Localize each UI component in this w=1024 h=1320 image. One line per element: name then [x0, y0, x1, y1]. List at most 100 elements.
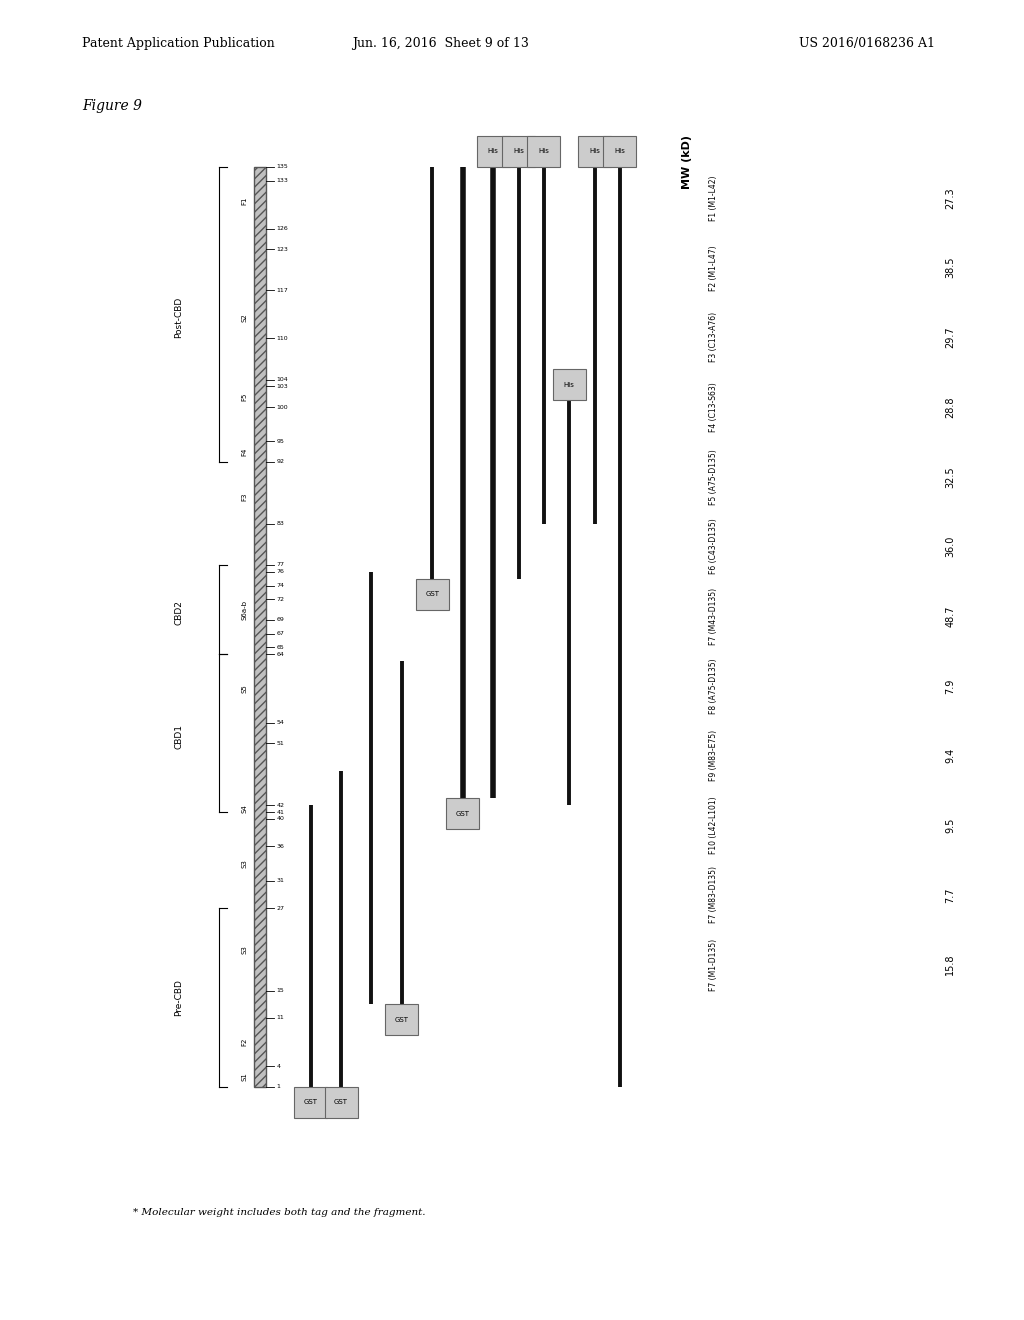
Text: S2: S2	[242, 313, 247, 322]
Text: S1: S1	[242, 1072, 247, 1081]
Text: 7.7: 7.7	[945, 887, 955, 903]
Text: 123: 123	[276, 247, 289, 252]
Text: F6 (C43-D135): F6 (C43-D135)	[709, 519, 718, 574]
Text: 31: 31	[276, 878, 285, 883]
Text: F1 (M1-L42): F1 (M1-L42)	[709, 176, 718, 220]
Text: F7 (M43-D135): F7 (M43-D135)	[709, 587, 718, 644]
Text: F1: F1	[242, 197, 247, 206]
Text: GST: GST	[303, 1100, 317, 1105]
Text: S5: S5	[242, 684, 247, 693]
Text: 51: 51	[276, 741, 284, 746]
Text: Pre-CBD: Pre-CBD	[174, 979, 183, 1016]
Text: S4: S4	[242, 804, 247, 813]
FancyBboxPatch shape	[502, 136, 535, 166]
Text: 32.5: 32.5	[945, 466, 955, 487]
Text: F7 (M1-D135): F7 (M1-D135)	[709, 939, 718, 991]
Text: 135: 135	[276, 165, 288, 169]
FancyBboxPatch shape	[416, 578, 449, 610]
Text: 100: 100	[276, 405, 288, 409]
Text: F9 (M83-E75): F9 (M83-E75)	[709, 730, 718, 781]
Text: 72: 72	[276, 597, 285, 602]
Text: 126: 126	[276, 226, 288, 231]
Text: 11: 11	[276, 1015, 284, 1020]
FancyBboxPatch shape	[527, 136, 560, 166]
Text: 133: 133	[276, 178, 289, 183]
Text: 28.8: 28.8	[945, 396, 955, 418]
Text: 27: 27	[276, 906, 285, 911]
FancyBboxPatch shape	[603, 136, 637, 166]
FancyBboxPatch shape	[553, 370, 586, 400]
Text: F10 (L42-L101): F10 (L42-L101)	[709, 796, 718, 854]
FancyBboxPatch shape	[477, 136, 510, 166]
Text: His: His	[614, 148, 626, 154]
Text: 42: 42	[276, 803, 285, 808]
Text: S3: S3	[242, 945, 247, 954]
FancyBboxPatch shape	[446, 799, 479, 829]
Text: His: His	[487, 148, 499, 154]
Text: MW (kD): MW (kD)	[682, 135, 692, 189]
Text: 69: 69	[276, 618, 285, 622]
Text: 1: 1	[276, 1084, 281, 1089]
Text: 104: 104	[276, 378, 288, 381]
Text: 117: 117	[276, 288, 288, 293]
Text: 9.5: 9.5	[945, 817, 955, 833]
Text: 29.7: 29.7	[945, 326, 955, 348]
Text: 83: 83	[276, 521, 285, 527]
Text: GST: GST	[425, 591, 439, 597]
Text: 65: 65	[276, 645, 284, 649]
Text: 64: 64	[276, 652, 285, 656]
Text: 36.0: 36.0	[945, 536, 955, 557]
Text: S3: S3	[242, 859, 247, 869]
Text: 15: 15	[276, 989, 284, 993]
Text: 9.4: 9.4	[945, 748, 955, 763]
Text: His: His	[539, 148, 549, 154]
Text: 36: 36	[276, 843, 285, 849]
Text: F3 (C13-A76): F3 (C13-A76)	[709, 313, 718, 363]
Text: F3: F3	[242, 492, 247, 500]
Text: US 2016/0168236 A1: US 2016/0168236 A1	[799, 37, 935, 50]
Text: 92: 92	[276, 459, 285, 465]
Text: Post-CBD: Post-CBD	[174, 297, 183, 338]
Text: GST: GST	[395, 1016, 409, 1023]
Text: F2 (M1-L47): F2 (M1-L47)	[709, 246, 718, 290]
Text: CBD2: CBD2	[174, 601, 183, 626]
Text: 40: 40	[276, 817, 285, 821]
Bar	[254, 166, 266, 1086]
Text: 95: 95	[276, 440, 285, 444]
Text: 27.3: 27.3	[945, 187, 955, 209]
Text: F4 (C13-S63): F4 (C13-S63)	[709, 383, 718, 432]
Text: F4: F4	[242, 447, 247, 455]
Text: 38.5: 38.5	[945, 257, 955, 279]
Text: 77: 77	[276, 562, 285, 568]
Text: 41: 41	[276, 809, 285, 814]
Text: 74: 74	[276, 583, 285, 587]
Text: His: His	[564, 381, 574, 388]
Text: His: His	[589, 148, 600, 154]
Text: 110: 110	[276, 337, 288, 341]
Text: 76: 76	[276, 569, 285, 574]
Text: GST: GST	[456, 810, 470, 817]
Text: S6a-b: S6a-b	[242, 599, 247, 619]
FancyBboxPatch shape	[325, 1086, 357, 1118]
Text: 4: 4	[276, 1064, 281, 1068]
Text: Jun. 16, 2016  Sheet 9 of 13: Jun. 16, 2016 Sheet 9 of 13	[352, 37, 528, 50]
Text: F2: F2	[242, 1038, 247, 1047]
Text: 103: 103	[276, 384, 288, 389]
Text: F5: F5	[242, 392, 247, 401]
Text: F7 (M83-D135): F7 (M83-D135)	[709, 866, 718, 924]
Text: Patent Application Publication: Patent Application Publication	[82, 37, 274, 50]
Text: CBD1: CBD1	[174, 725, 183, 748]
Text: 48.7: 48.7	[945, 606, 955, 627]
Text: 15.8: 15.8	[945, 954, 955, 975]
Text: * Molecular weight includes both tag and the fragment.: * Molecular weight includes both tag and…	[133, 1208, 426, 1217]
Text: F8 (A75-D135): F8 (A75-D135)	[709, 659, 718, 714]
Text: Figure 9: Figure 9	[82, 99, 142, 114]
Text: His: His	[513, 148, 524, 154]
FancyBboxPatch shape	[294, 1086, 327, 1118]
Text: 67: 67	[276, 631, 285, 636]
Text: F5 (A75-D135): F5 (A75-D135)	[709, 449, 718, 504]
FancyBboxPatch shape	[579, 136, 611, 166]
Text: 54: 54	[276, 721, 285, 725]
FancyBboxPatch shape	[385, 1005, 419, 1035]
Text: 7.9: 7.9	[945, 678, 955, 693]
